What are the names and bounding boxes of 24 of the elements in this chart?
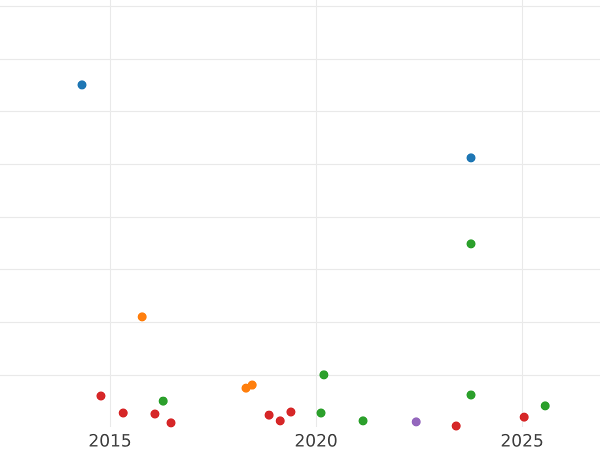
point	[118, 408, 128, 418]
x-tick-label: 2015	[88, 432, 132, 450]
point	[264, 410, 274, 420]
point	[158, 396, 168, 406]
point	[150, 410, 160, 419]
point	[412, 417, 421, 426]
point	[316, 408, 326, 418]
point	[540, 401, 550, 410]
point	[319, 370, 328, 380]
point	[466, 390, 476, 400]
point	[138, 312, 147, 322]
point	[358, 416, 368, 426]
point	[466, 153, 476, 162]
point	[78, 80, 87, 90]
point	[166, 418, 176, 428]
point	[96, 391, 106, 400]
point	[520, 412, 529, 422]
x-tick-label: 2025	[500, 432, 544, 450]
point	[452, 421, 461, 430]
point	[248, 380, 257, 390]
x-tick-label: 2020	[294, 432, 338, 450]
point	[276, 416, 285, 426]
point	[286, 407, 296, 416]
point	[466, 239, 476, 248]
